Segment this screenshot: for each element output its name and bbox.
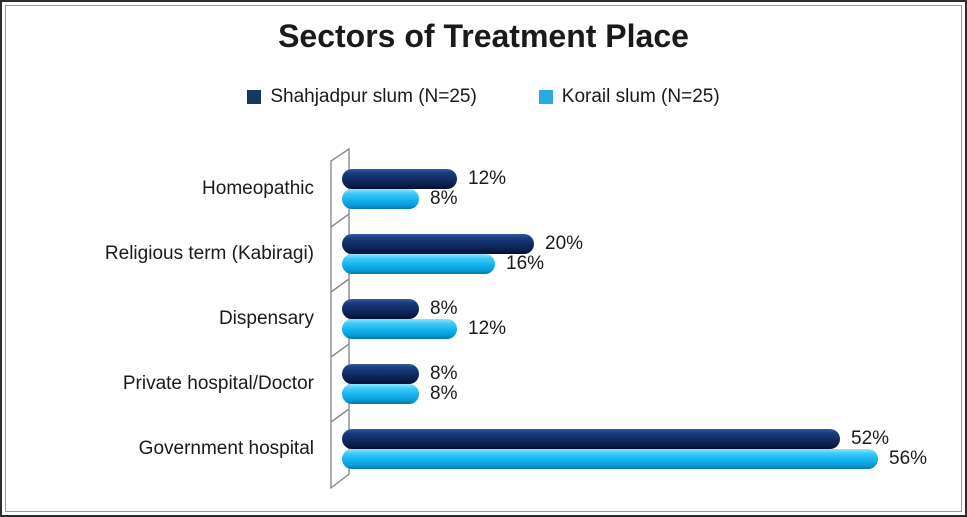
data-label-series0-cat4: 52% (851, 428, 890, 449)
legend-item-korail: Korail slum (N=25) (538, 86, 720, 108)
legend-swatch-shahjadpur (247, 90, 262, 104)
category-label-2: Dispensary (218, 308, 314, 329)
bar-series0-cat3 (342, 364, 419, 384)
data-label-series1-cat1: 16% (506, 253, 545, 274)
data-label-series0-cat1: 20% (545, 233, 584, 254)
category-label-1: Religious term (Kabiragi) (104, 243, 314, 264)
category-label-4: Government hospital (138, 438, 314, 459)
bar-series1-cat1 (342, 254, 495, 274)
bar-series0-cat4 (342, 429, 840, 449)
chart-title: Sectors of Treatment Place (278, 18, 689, 54)
bar-series1-cat3 (342, 384, 419, 404)
legend-item-shahjadpur: Shahjadpur slum (N=25) (247, 86, 477, 108)
bar-series0-cat2 (342, 299, 419, 319)
legend-swatch-korail (538, 90, 553, 104)
data-label-series1-cat4: 56% (889, 448, 928, 469)
data-label-series1-cat3: 8% (430, 383, 458, 404)
legend: Shahjadpur slum (N=25) Korail slum (N=25… (2, 86, 965, 108)
category-label-3: Private hospital/Doctor (122, 373, 314, 394)
data-label-series1-cat0: 8% (430, 188, 458, 209)
bar-series0-cat0 (342, 169, 457, 189)
legend-label-shahjadpur: Shahjadpur slum (N=25) (270, 86, 477, 107)
bar-series1-cat2 (342, 319, 457, 339)
bar-series1-cat0 (342, 189, 419, 209)
data-label-series0-cat0: 12% (468, 168, 507, 189)
data-label-series0-cat2: 8% (430, 298, 458, 319)
bar-series1-cat4 (342, 449, 878, 469)
bar-series0-cat1 (342, 234, 534, 254)
category-label-0: Homeopathic (202, 178, 314, 199)
legend-label-korail: Korail slum (N=25) (561, 86, 720, 107)
data-label-series1-cat2: 12% (468, 318, 507, 339)
data-label-series0-cat3: 8% (430, 363, 458, 384)
